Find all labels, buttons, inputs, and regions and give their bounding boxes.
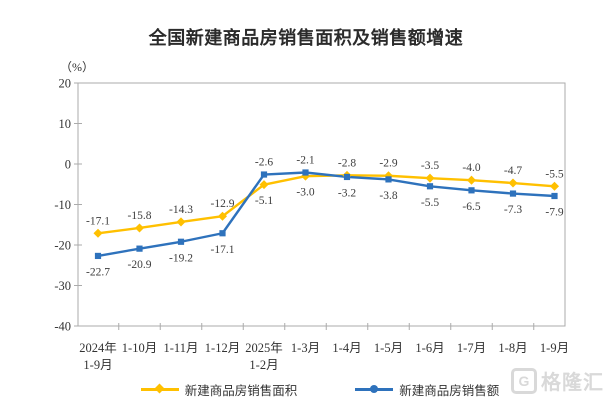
y-axis-tick-label: -20	[54, 239, 71, 253]
y-axis-tick-label: -40	[54, 320, 71, 334]
data-point-label: -5.1	[255, 195, 273, 207]
data-point-label: -5.5	[545, 168, 563, 180]
chart-title: 全国新建商品房销售面积及销售额增速	[148, 28, 464, 48]
data-labels: -17.1 -22.7 -15.8 -20.9 -14.3 -19.2 -12.9 -17.1…	[86, 155, 564, 279]
x-axis-tick-label: 1-2月	[249, 358, 278, 372]
gelonghui-logo-icon: G	[511, 367, 537, 394]
gelonghui-watermark-text: 格隆汇	[541, 372, 604, 394]
data-point-label: -2.9	[379, 158, 397, 170]
legend-label-sales-area: 新建商品房销售面积	[184, 384, 298, 398]
data-point-label: -3.2	[338, 187, 356, 199]
x-axis-tick-label: 1-6月	[415, 341, 444, 355]
x-axis-tick-label: 1-5月	[374, 341, 403, 355]
legend-item-sales-amount: 新建商品房销售额	[355, 380, 499, 399]
data-point-label: -22.7	[86, 266, 110, 278]
data-point-label: -17.1	[211, 244, 235, 256]
x-axis-tick-label: 1-9月	[540, 341, 569, 355]
series-line-0	[97, 174, 555, 235]
data-point-label: -3.8	[379, 190, 397, 202]
x-axis-tick-label: 1-4月	[332, 341, 361, 355]
y-axis-tick-label: -10	[54, 198, 71, 212]
y-axis-tick-label: 0	[65, 158, 71, 172]
y-axis-tick-label: 20	[59, 77, 72, 91]
data-point-label: -3.5	[421, 160, 439, 172]
data-point-label: -2.1	[296, 155, 314, 167]
legend-item-sales-area: 新建商品房销售面积	[140, 380, 298, 399]
y-axis-tick-label: -30	[54, 279, 71, 293]
x-axis-tick-label: 1-3月	[291, 341, 320, 355]
data-point-label: -5.5	[421, 197, 439, 209]
data-point-label: -12.9	[211, 198, 235, 210]
x-axis-tick-label: 1-7月	[457, 341, 486, 355]
sales-amount-line-marker-icon	[355, 385, 394, 394]
data-point-label: -4.0	[462, 162, 480, 174]
x-axis-tick-label: 2025年	[245, 341, 283, 355]
data-point-label: -3.0	[296, 187, 314, 199]
x-axis-tick-label: 1-9月	[83, 358, 112, 372]
y-axis-unit-label: （%）	[60, 60, 94, 74]
data-point-label: -7.9	[545, 206, 563, 218]
data-point-label: -14.3	[169, 204, 193, 216]
x-axis-tick-label: 1-10月	[122, 341, 157, 355]
sales-area-line-marker-icon	[140, 383, 179, 394]
chart-legend: 新建商品房销售面积 新建商品房销售额	[14, 380, 612, 399]
y-axis-tick-label: 10	[59, 117, 72, 131]
data-point-label: -19.2	[169, 252, 193, 264]
x-axis-tick-label: 2024年	[79, 341, 117, 355]
x-axis-tick-label: 1-8月	[498, 341, 527, 355]
legend-label-sales-amount: 新建商品房销售额	[399, 384, 500, 398]
data-point-label: -4.7	[504, 165, 522, 177]
x-axis-tick-label: 1-11月	[164, 341, 199, 355]
series-line-1	[97, 171, 555, 258]
x-axis: 2024年 1-9月 1-10月 1-11月 1-12月 2025年 1-2月 1-3月 1-4…	[79, 323, 569, 372]
data-point-label: -2.6	[255, 157, 273, 169]
plot-border	[77, 82, 566, 327]
gelonghui-watermark: G 格隆汇	[511, 366, 604, 395]
data-point-label: -17.1	[86, 215, 110, 227]
data-point-label: -6.5	[462, 201, 480, 213]
x-axis-tick-label: 1-12月	[205, 341, 240, 355]
series-markers-1	[94, 169, 558, 260]
data-point-label: -2.8	[338, 157, 356, 169]
y-axis: 20 10 0 -10 -20 -30 -40	[54, 77, 82, 334]
data-point-label: -15.8	[128, 210, 152, 222]
data-point-label: -7.3	[504, 204, 522, 216]
data-point-label: -20.9	[128, 259, 152, 271]
